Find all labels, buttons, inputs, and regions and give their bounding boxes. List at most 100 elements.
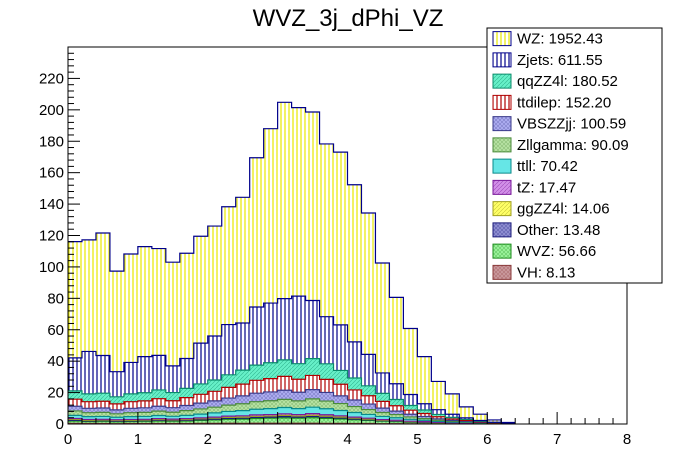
bar-wz (459, 406, 474, 418)
legend-swatch (492, 94, 512, 110)
bar-qqzz4l (333, 370, 348, 385)
bar-wvz (333, 418, 348, 424)
bar-wz (263, 128, 278, 304)
stacked-bars (68, 102, 516, 424)
bar-wvz (277, 417, 292, 424)
bar-wz (193, 236, 208, 344)
outline-tz (68, 413, 516, 425)
x-tick-label: 4 (343, 431, 351, 448)
x-tick-label: 2 (204, 431, 212, 448)
bar-vbszzjj (277, 390, 292, 400)
bar-vbszzjj (95, 407, 110, 413)
bar-zjets (403, 394, 418, 406)
bar-ttdilep (123, 401, 138, 409)
x-tick-label: 0 (64, 431, 72, 448)
bar-wz (417, 356, 432, 404)
bar-ttll (68, 415, 82, 419)
bar-zllgamma (165, 412, 180, 417)
outline-wz (68, 101, 516, 424)
bar-ttll (207, 412, 222, 418)
bar-ttdilep (361, 395, 376, 405)
bar-zllgamma (193, 408, 208, 415)
bar-ttdilep (277, 376, 292, 391)
bar-qqzz4l (193, 383, 208, 395)
bar-wvz (347, 419, 362, 424)
x-tick-label: 1 (134, 431, 142, 448)
bar-qqzz4l (221, 374, 236, 388)
bar-zjets (221, 324, 236, 375)
bar-wvz (137, 421, 152, 424)
bar-zjets (235, 322, 250, 371)
bar-tz (235, 415, 250, 418)
bar-ttdilep (445, 418, 460, 421)
bar-qqzz4l (361, 385, 376, 396)
bar-wz (375, 262, 390, 373)
legend-item-wz: WZ: 1952.43 (492, 31, 603, 48)
legend-swatch (492, 179, 512, 195)
outline-qqzz4l (68, 358, 516, 424)
legend-label: Zllgamma: 90.09 (517, 137, 629, 154)
bar-zllgamma (263, 400, 278, 409)
x-tick-label: 5 (413, 431, 421, 448)
bar-ttdilep (431, 416, 446, 419)
bar-zjets (375, 372, 390, 394)
bar-vbszzjj (109, 409, 124, 414)
bar-zllgamma (403, 416, 418, 420)
bar-wvz (235, 419, 250, 424)
bar-wvz (207, 419, 222, 424)
bar-ggzz4l (277, 415, 292, 417)
bar-ttdilep (417, 413, 432, 417)
bar-vbszzjj (361, 404, 376, 410)
bar-vbszzjj (123, 408, 138, 413)
bar-qqzz4l (151, 389, 166, 399)
bar-vbszzjj (249, 393, 264, 402)
bar-tz (263, 414, 278, 416)
bar-vbszzjj (263, 391, 278, 401)
bar-zjets (277, 298, 292, 360)
outline-vbszzjj (68, 388, 516, 425)
bar-wz (487, 419, 502, 423)
legend-swatch (492, 243, 512, 259)
x-tick-label: 6 (483, 431, 491, 448)
bar-tz (291, 414, 306, 416)
y-tick-label: 0 (56, 416, 64, 433)
bar-ttll (361, 414, 376, 419)
bar-qqzz4l (347, 377, 362, 390)
bar-zllgamma (95, 412, 110, 417)
bar-ttdilep (305, 375, 320, 390)
bar-zjets (137, 356, 152, 393)
bar-ttdilep (151, 398, 166, 407)
legend-item-zllgamma: Zllgamma: 90.09 (492, 137, 629, 154)
bar-zjets (151, 355, 166, 390)
bar-ttll (137, 416, 152, 420)
bar-wvz (403, 422, 418, 424)
bar-ttdilep (68, 399, 82, 407)
bar-wz (277, 102, 292, 299)
bar-qqzz4l (277, 359, 292, 377)
bar-qqzz4l (95, 393, 110, 402)
bar-zllgamma (319, 401, 334, 409)
series-ttll (68, 407, 516, 424)
bar-wz (431, 381, 446, 410)
bar-zjets (291, 296, 306, 364)
series-vbszzjj (68, 389, 516, 424)
y-tick-label: 120 (39, 228, 64, 245)
legend-item-ttdilep: ttdilep: 152.20 (492, 94, 611, 111)
legend-label: VBSZZjj: 100.59 (517, 116, 626, 133)
legend-label: tZ: 17.47 (517, 179, 576, 196)
legend-item-wvz: WVZ: 56.66 (492, 243, 596, 260)
bar-ttdilep (389, 405, 404, 412)
bar-zjets (417, 403, 432, 411)
bar-wvz (305, 417, 320, 424)
legend-label: VH: 8.13 (517, 264, 575, 281)
bar-wz (95, 232, 110, 356)
bar-qqzz4l (305, 358, 320, 376)
bar-vbszzjj (235, 395, 250, 404)
bar-vbszzjj (193, 403, 208, 409)
bar-qqzz4l (235, 370, 250, 385)
bar-zjets (207, 336, 222, 381)
bar-ttll (193, 414, 208, 418)
bar-zjets (249, 306, 264, 366)
bar-zllgamma (417, 418, 432, 421)
bar-wz (403, 328, 418, 395)
